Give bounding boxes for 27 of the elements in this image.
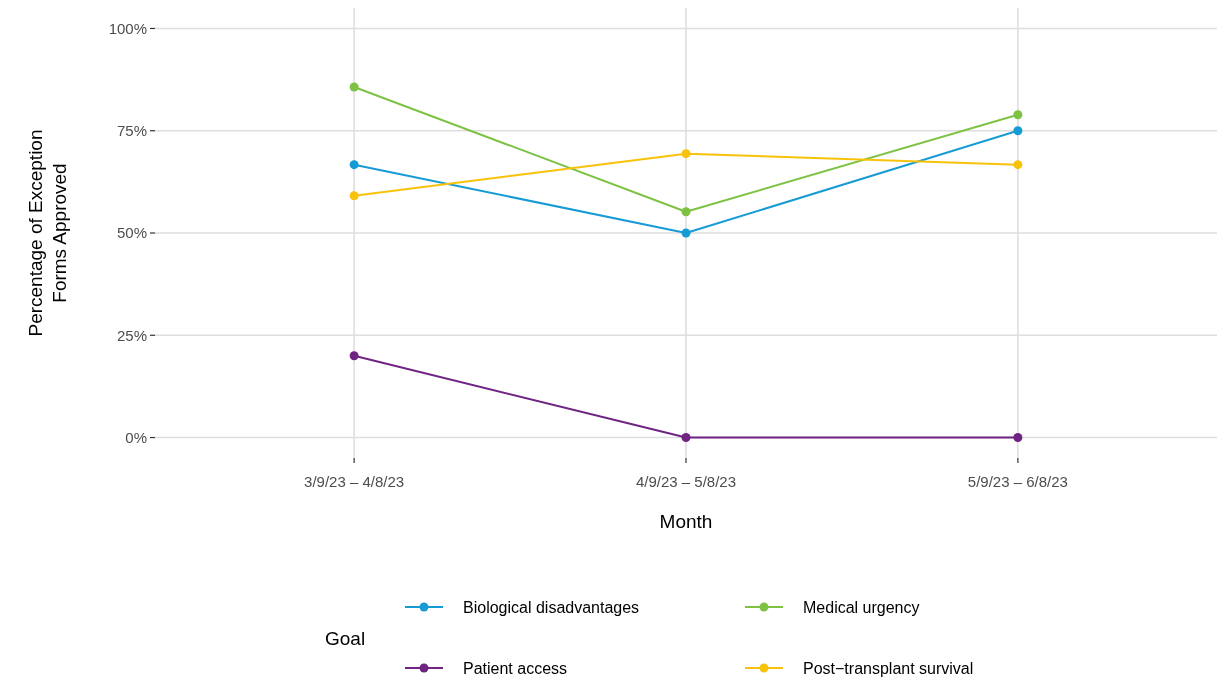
y-tick-label: 100% bbox=[108, 19, 147, 37]
legend-label: Patient access bbox=[463, 659, 568, 677]
y-tick-label: 50% bbox=[116, 224, 147, 242]
point bbox=[349, 82, 359, 92]
point bbox=[681, 433, 691, 443]
point bbox=[1013, 160, 1023, 170]
x-axis-title: Month bbox=[659, 511, 713, 532]
point bbox=[349, 160, 359, 170]
legend-title: Goal bbox=[325, 628, 366, 649]
point bbox=[1013, 433, 1023, 443]
point bbox=[681, 207, 691, 217]
point bbox=[349, 351, 359, 361]
legend-label: Biological disadvantages bbox=[463, 598, 640, 616]
point bbox=[349, 191, 359, 201]
point bbox=[1013, 110, 1023, 120]
y-tick-label: 25% bbox=[116, 326, 147, 344]
y-axis-title: Percentage of Exception Forms Approved bbox=[25, 129, 70, 337]
y-tick-label: 75% bbox=[116, 121, 147, 139]
x-tick-label: 4/9/23 – 5/8/23 bbox=[635, 473, 737, 490]
legend-label: Post−transplant survival bbox=[803, 659, 974, 677]
point bbox=[681, 228, 691, 238]
x-tick-label: 5/9/23 – 6/8/23 bbox=[967, 473, 1068, 490]
y-tick-label: 0% bbox=[125, 428, 147, 446]
point bbox=[681, 149, 691, 159]
point bbox=[1013, 126, 1023, 136]
legend-label: Medical urgency bbox=[803, 598, 920, 616]
x-tick-label: 3/9/23 – 4/8/23 bbox=[304, 473, 405, 490]
